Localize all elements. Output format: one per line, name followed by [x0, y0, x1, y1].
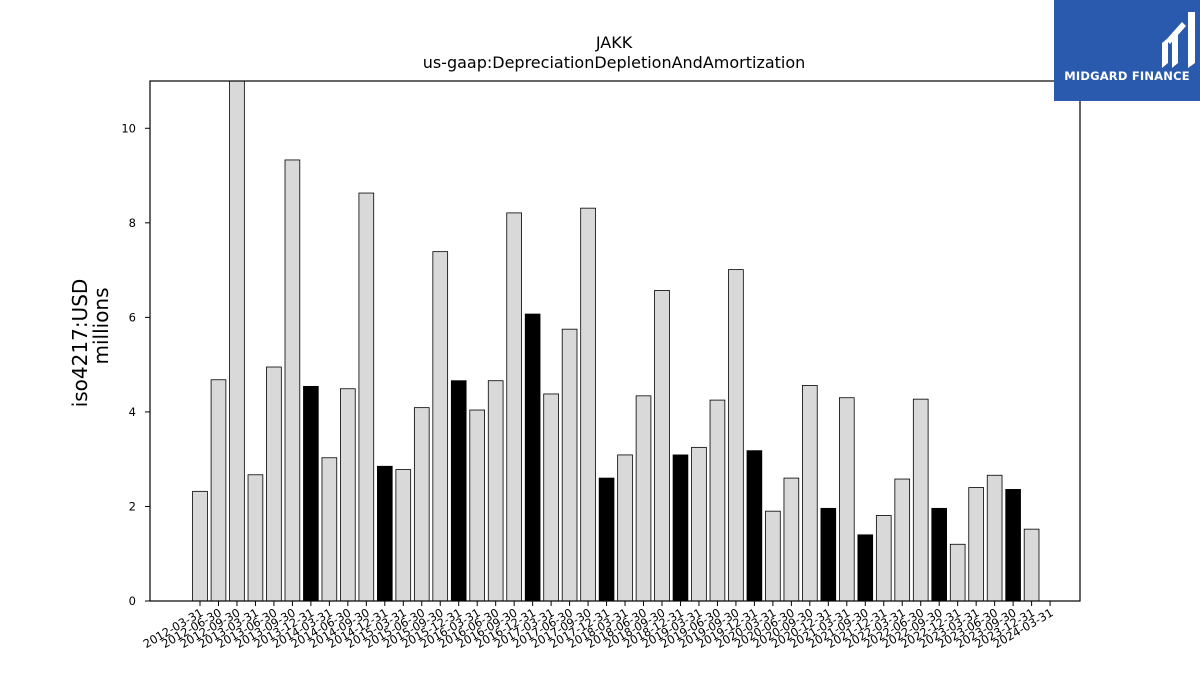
y-tick-label-5: 10 — [121, 121, 136, 135]
bar-25 — [654, 290, 670, 602]
bar-19 — [543, 393, 559, 602]
bar-23 — [617, 454, 633, 602]
y-tick-label-2: 4 — [129, 405, 136, 419]
y-axis-unit: millions — [89, 287, 113, 364]
bar-22 — [598, 477, 615, 602]
bar-6 — [303, 385, 319, 602]
bar-29 — [728, 269, 744, 602]
bar-12 — [413, 407, 430, 602]
bar-38 — [894, 478, 911, 602]
bar-40 — [931, 507, 947, 602]
bar-1 — [210, 379, 227, 602]
bar-45 — [1023, 528, 1040, 602]
bar-13 — [432, 251, 449, 602]
y-tick-label-3: 6 — [129, 310, 136, 324]
brand-logo: MIDGARD FINANCE — [1054, 0, 1200, 101]
bar-21 — [580, 207, 596, 602]
bar-9 — [358, 192, 375, 602]
bar-41 — [949, 543, 966, 602]
y-tick-label-0: 0 — [129, 594, 136, 608]
bar-2 — [229, 80, 245, 602]
bar-7 — [321, 457, 338, 602]
bar-37 — [875, 515, 892, 602]
chart-title: JAKK — [595, 33, 633, 52]
bar-4 — [266, 366, 282, 602]
bar-10 — [376, 465, 393, 602]
bar-18 — [524, 313, 541, 602]
chart-subtitle: us-gaap:DepreciationDepletionAndAmortiza… — [423, 53, 806, 72]
midgard-logo-icon — [1162, 12, 1195, 68]
bar-27 — [691, 446, 707, 602]
bar-36 — [857, 534, 874, 602]
bar-43 — [986, 474, 1003, 602]
y-tick-label-1: 2 — [129, 499, 136, 513]
bar-28 — [709, 399, 726, 602]
bar-31 — [765, 510, 781, 602]
bar-34 — [820, 507, 837, 602]
bar-35 — [839, 397, 855, 602]
bar-15 — [469, 409, 485, 602]
bar-30 — [746, 450, 763, 602]
bar-16 — [487, 380, 504, 602]
bar-26 — [672, 454, 689, 602]
bar-8 — [340, 388, 356, 602]
bar-5 — [284, 159, 301, 602]
bar-14 — [450, 380, 467, 602]
bar-20 — [561, 328, 578, 602]
bar-3 — [247, 474, 264, 602]
bar-24 — [635, 395, 652, 602]
bar-0 — [192, 490, 208, 602]
y-tick-label-4: 8 — [129, 216, 136, 230]
plot-frame — [149, 80, 1081, 602]
bar-33 — [802, 385, 818, 602]
brand-logo-text: MIDGARD FINANCE — [1064, 69, 1190, 83]
bar-44 — [1005, 489, 1021, 602]
bar-39 — [912, 398, 929, 602]
bar-32 — [783, 477, 800, 602]
y-axis-label: iso4217:USD — [68, 279, 92, 408]
bar-11 — [395, 469, 412, 602]
bar-17 — [506, 212, 522, 602]
bar-42 — [968, 487, 984, 602]
